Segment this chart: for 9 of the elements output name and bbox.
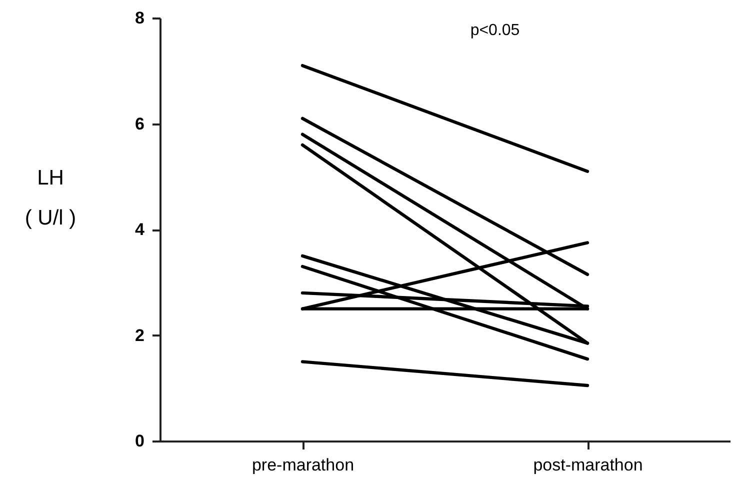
y-tick-label: 6 bbox=[135, 114, 144, 134]
y-tick-label: 8 bbox=[135, 8, 144, 28]
x-tick-label: pre-marathon bbox=[252, 456, 354, 474]
y-tick-label: 2 bbox=[135, 326, 144, 345]
y-axis-title: LH ( U/l ) bbox=[24, 166, 76, 230]
y-tick-label: 4 bbox=[135, 220, 146, 239]
y-tick-label: 0 bbox=[135, 432, 144, 450]
x-tick-label: post-marathon bbox=[533, 456, 643, 474]
annotation: p<0.05 bbox=[470, 22, 520, 39]
